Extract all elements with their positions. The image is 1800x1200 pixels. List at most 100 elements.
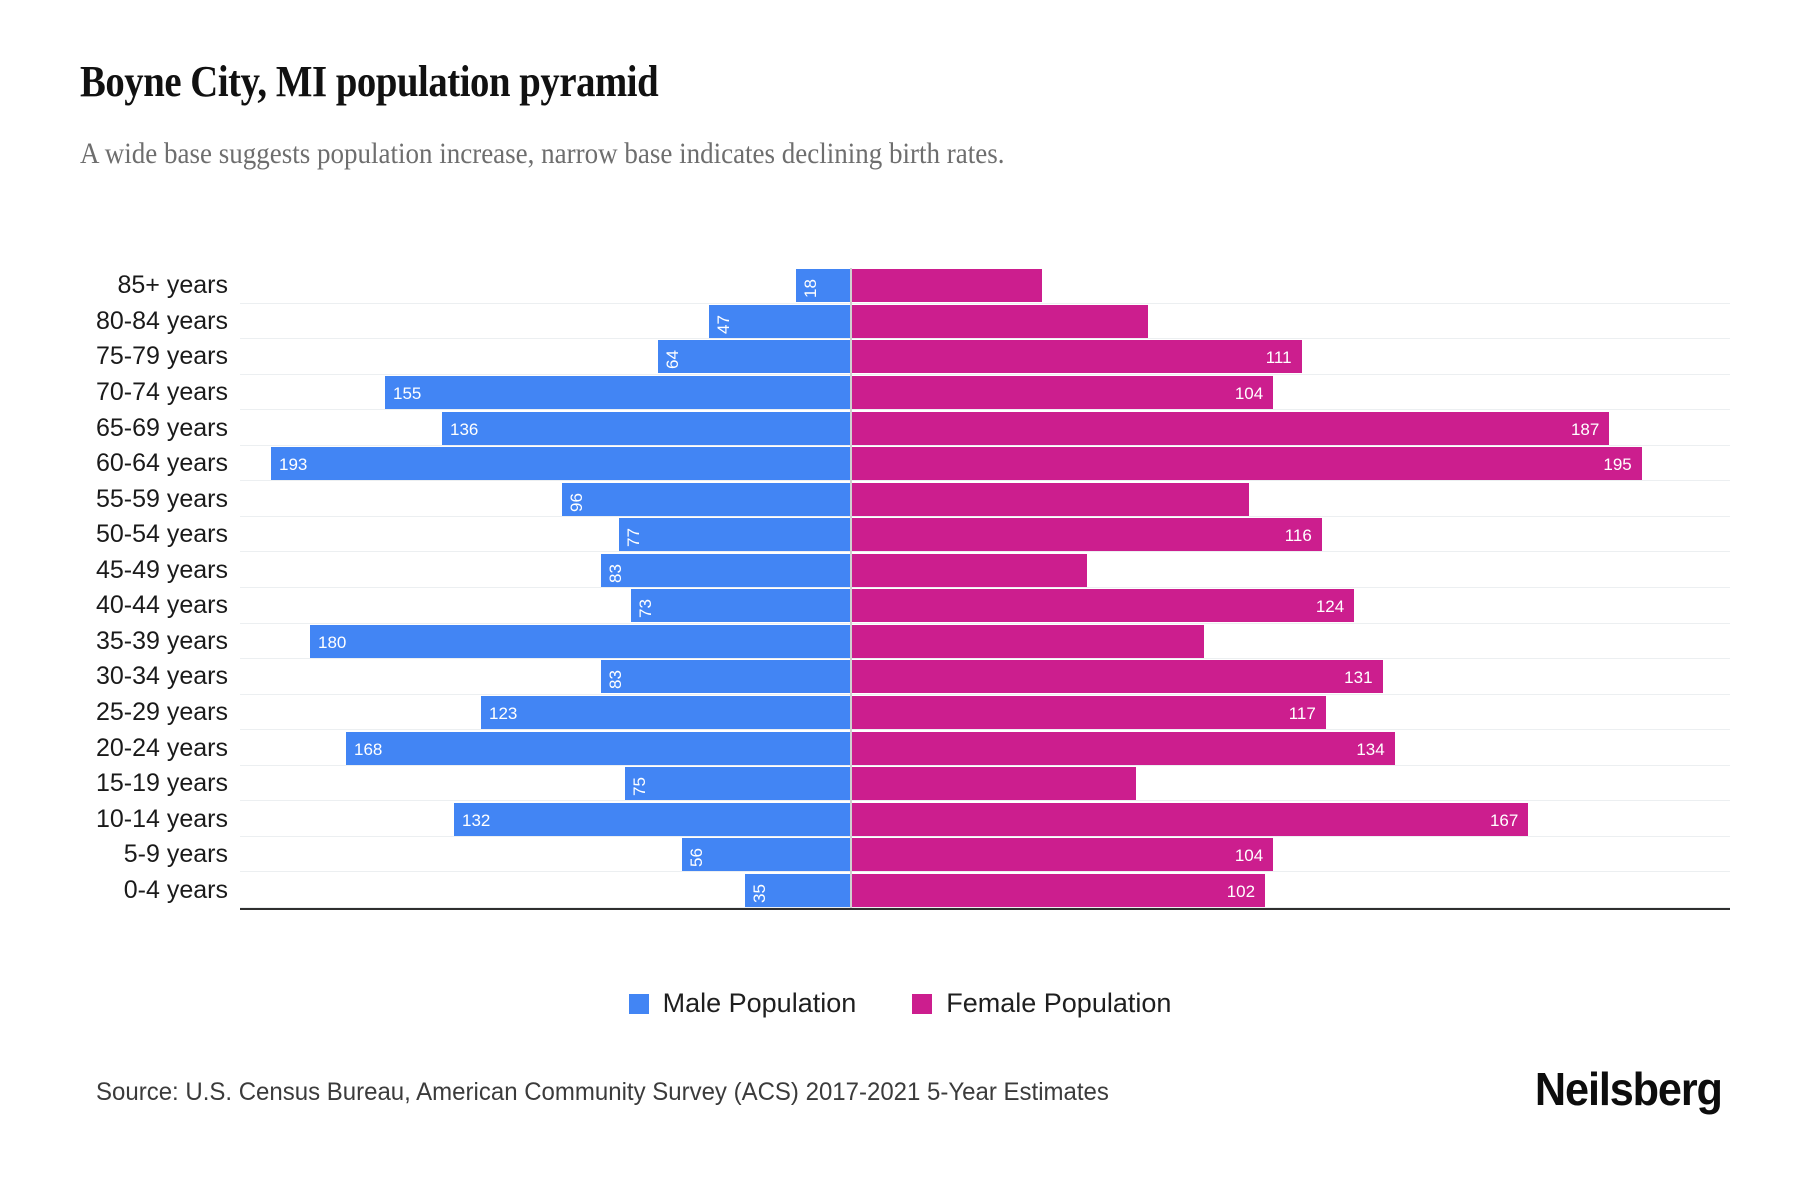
gridline [240, 444, 1730, 446]
gridline [240, 338, 1730, 340]
y-axis-labels: 85+ years 80-84 years 75-79 years 70-74 yea… [0, 268, 228, 908]
y-axis-label: 5-9 years [123, 840, 228, 869]
bar-male[interactable]: 155 [385, 375, 850, 409]
bar-value-label: 136 [450, 419, 479, 439]
bar-value-label: 132 [462, 810, 491, 830]
female-color-swatch [912, 993, 933, 1014]
y-axis-label: 45-49 years [95, 555, 228, 584]
bar-male[interactable]: 83 [601, 660, 850, 694]
bar-value-label: 18 [801, 279, 820, 299]
bar-female[interactable]: 111 [852, 340, 1302, 374]
legend-item-male[interactable]: Male Population [628, 988, 857, 1019]
bar-male[interactable]: 123 [481, 695, 850, 729]
bar-male[interactable]: 73 [631, 589, 850, 623]
y-axis-label: 70-74 years [95, 377, 228, 406]
chart-legend: Male Population Female Population [0, 988, 1800, 1019]
bar-female[interactable]: 116 [852, 518, 1322, 552]
bar-male[interactable]: 180 [310, 624, 850, 658]
gridline [240, 658, 1730, 660]
legend-label-male: Male Population [662, 988, 857, 1018]
bar-value-label: 116 [1284, 526, 1312, 546]
gridline [240, 871, 1730, 873]
bar-value-label: 64 [663, 350, 682, 370]
y-axis-label: 40-44 years [95, 591, 228, 620]
bar-male[interactable]: 168 [346, 731, 850, 765]
bar-value-label: 73 [636, 599, 655, 619]
bar-value-label: 180 [318, 632, 347, 652]
gridline [240, 729, 1730, 731]
y-axis-label: 25-29 years [95, 697, 228, 726]
bar-value-label: 131 [1344, 668, 1373, 688]
bar-female[interactable]: 117 [852, 695, 1326, 729]
bar-value-label: 77 [624, 528, 643, 548]
bar-male[interactable]: 193 [271, 447, 850, 481]
legend-item-female[interactable]: Female Population [912, 988, 1171, 1019]
bar-male[interactable]: 75 [625, 767, 850, 801]
bar-male[interactable]: 77 [619, 518, 850, 552]
bar-female[interactable]: 195 [852, 447, 1642, 481]
bar-female[interactable]: 124 [852, 589, 1355, 623]
bar-female[interactable]: 134 [852, 731, 1395, 765]
bar-value-label: 193 [279, 455, 308, 475]
bar-value-label: 47 [714, 314, 733, 334]
bar-male[interactable]: 18 [796, 269, 850, 303]
bar-female[interactable]: 187 [852, 411, 1610, 445]
bar-value-label: 123 [489, 703, 518, 723]
bar-value-label: 134 [1356, 739, 1385, 759]
gridline [240, 302, 1730, 304]
gridline [240, 764, 1730, 766]
bar-value-label: 83 [606, 563, 625, 583]
bar-male[interactable]: 96 [562, 482, 850, 516]
bar-female[interactable]: 131 [852, 660, 1383, 694]
legend-label-female: Female Population [946, 988, 1172, 1018]
bar-male[interactable]: 83 [601, 553, 850, 587]
bar-female[interactable]: 102 [852, 873, 1266, 907]
bar-value-label: 117 [1288, 703, 1316, 723]
bar-female[interactable]: 47 [852, 269, 1043, 334]
y-axis-label: 35-39 years [95, 626, 228, 655]
x-axis-baseline [240, 908, 1730, 910]
bar-male[interactable]: 35 [745, 873, 850, 907]
bar-value-label: 96 [567, 492, 586, 512]
bar-female[interactable]: 58 [852, 553, 1088, 619]
y-axis-label: 10-14 years [95, 804, 228, 833]
source-note: Source: U.S. Census Bureau, American Com… [96, 1078, 1109, 1106]
y-axis-label: 55-59 years [95, 484, 228, 513]
bar-value-label: 195 [1603, 455, 1632, 475]
page-title: Boyne City, MI population pyramid [80, 57, 659, 106]
y-axis-label: 20-24 years [95, 733, 228, 762]
page-subtitle: A wide base suggests population increase… [80, 137, 1005, 170]
bar-value-label: 83 [606, 670, 625, 690]
gridline [240, 373, 1730, 375]
bar-female[interactable]: 98 [852, 482, 1250, 548]
gridline [240, 907, 1730, 908]
y-axis-label: 30-34 years [95, 662, 228, 691]
bar-male[interactable]: 132 [454, 802, 850, 836]
y-axis-label: 75-79 years [95, 342, 228, 371]
male-color-swatch [628, 993, 649, 1014]
gridline [240, 693, 1730, 695]
y-axis-label: 15-19 years [95, 769, 228, 798]
bar-male[interactable]: 64 [658, 340, 850, 374]
bar-female[interactable]: 70 [852, 767, 1137, 832]
gridline [240, 480, 1730, 482]
bar-female[interactable]: 73 [852, 304, 1149, 370]
pyramid-plot-area: 1847477364111155104136187193195969877116… [240, 268, 1730, 910]
gridline [240, 622, 1730, 624]
bar-female[interactable]: 167 [852, 802, 1529, 836]
brand-logo: Neilsberg [1535, 1063, 1723, 1115]
bar-value-label: 104 [1234, 383, 1264, 403]
bar-value-label: 111 [1265, 348, 1292, 368]
bar-female[interactable]: 87 [852, 624, 1205, 690]
bar-value-label: 102 [1226, 881, 1256, 901]
gridline [240, 587, 1730, 588]
bar-value-label: 35 [750, 883, 769, 903]
bar-value-label: 168 [354, 739, 383, 759]
bar-female[interactable]: 104 [852, 375, 1274, 409]
bar-male[interactable]: 47 [709, 304, 850, 338]
bar-male[interactable]: 56 [682, 838, 850, 872]
bar-female[interactable]: 104 [852, 838, 1274, 872]
y-axis-label: 80-84 years [95, 306, 228, 335]
bar-male[interactable]: 136 [442, 411, 850, 445]
